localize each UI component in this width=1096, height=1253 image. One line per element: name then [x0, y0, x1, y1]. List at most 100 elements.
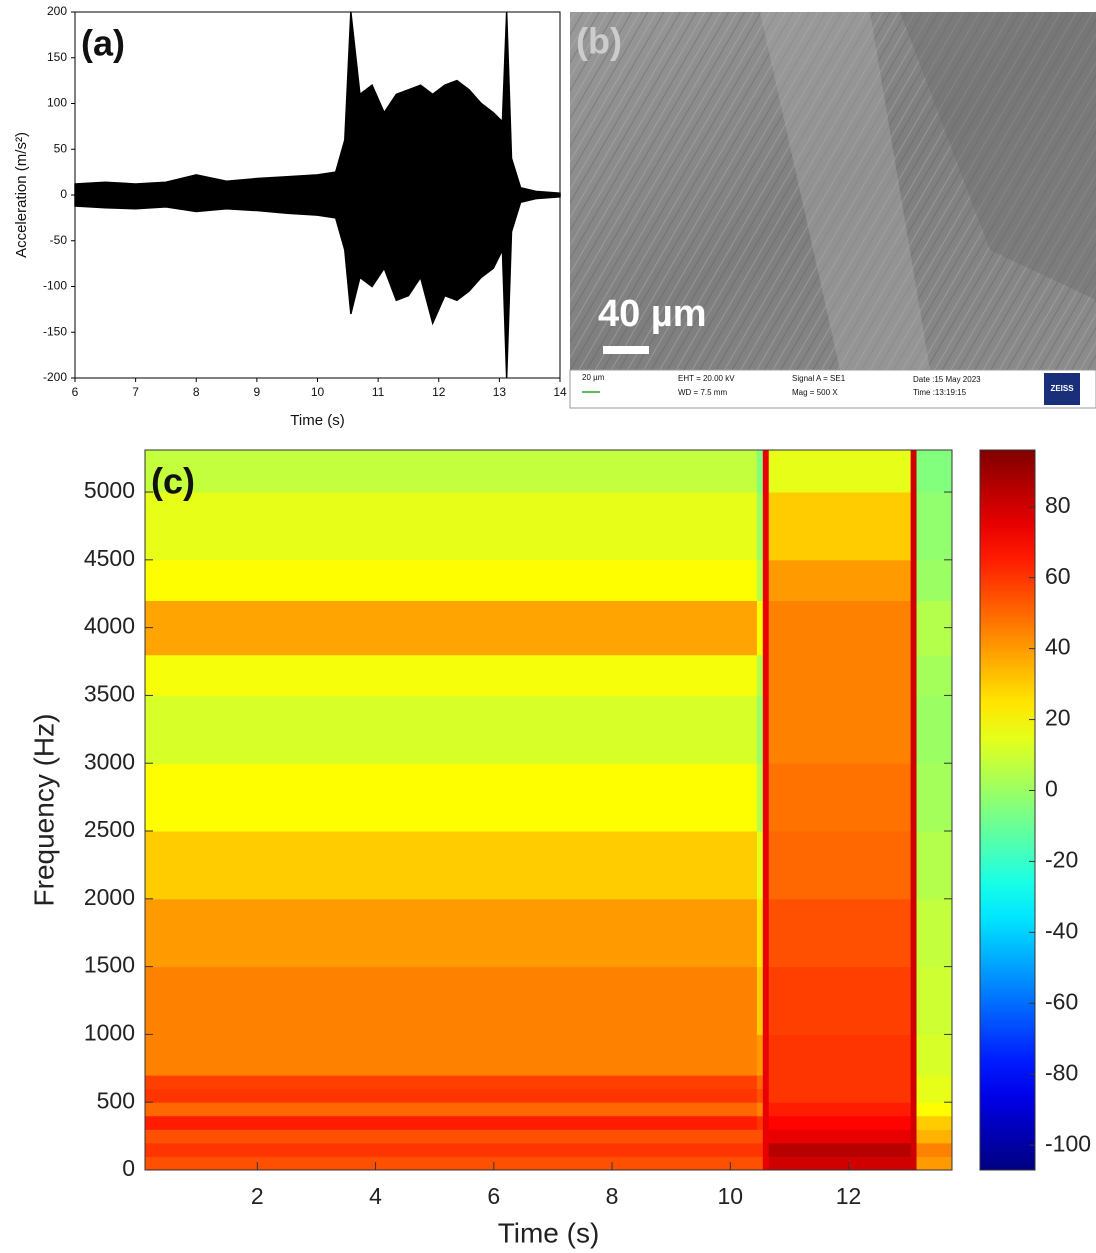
x-tick-label: 6: [72, 385, 79, 399]
x-tick-label: 13: [493, 385, 507, 399]
info-text: Date :15 May 2023: [913, 375, 981, 384]
panel-label: (b): [576, 21, 622, 62]
heatmap-cell: [910, 1156, 918, 1171]
heatmap-cell: [756, 1102, 764, 1117]
heatmap-cell: [768, 966, 912, 1035]
heatmap-cell: [756, 1075, 764, 1090]
y-tick-label: 2000: [84, 884, 135, 910]
heatmap-cell: [756, 492, 764, 561]
heatmap-cell: [910, 1142, 918, 1157]
heatmap-cell: [916, 695, 953, 764]
y-tick-label: 0: [122, 1155, 135, 1181]
signal-envelope: [74, 194, 561, 379]
heatmap-cell: [762, 1129, 770, 1144]
heatmap-cell: [145, 966, 758, 1035]
heatmap-cell: [910, 1115, 918, 1130]
heatmap-cell: [145, 1075, 758, 1090]
heatmap-cell: [910, 898, 918, 968]
heatmap-cell: [756, 1088, 764, 1103]
heatmap-cell: [762, 1156, 770, 1171]
info-text: Signal A = SE1: [792, 374, 846, 383]
x-tick-label: 10: [311, 385, 325, 399]
heatmap-cell: [756, 695, 764, 764]
heatmap-cell: [762, 654, 770, 696]
heatmap-cell: [145, 600, 758, 656]
heatmap-cell: [910, 492, 918, 561]
heatmap-cell: [762, 1034, 770, 1076]
colorbar-tick-label: 40: [1045, 634, 1071, 660]
heatmap-cell: [910, 1075, 918, 1090]
signal-envelope: [74, 11, 561, 196]
heatmap-cell: [910, 1088, 918, 1103]
x-axis-label: Time (s): [498, 1217, 600, 1248]
heatmap-cell: [762, 1075, 770, 1090]
heatmap-cell: [756, 654, 764, 696]
heatmap-cell: [768, 1034, 912, 1076]
heatmap-cell: [145, 559, 758, 602]
heatmap-cell: [916, 898, 953, 968]
heatmap-cell: [768, 1156, 912, 1171]
heatmap-cell: [756, 966, 764, 1035]
heatmap-cell: [762, 695, 770, 764]
colorbar-tick-label: 20: [1045, 705, 1071, 731]
heatmap-cell: [768, 763, 912, 832]
x-tick-label: 14: [553, 385, 567, 399]
y-tick-label: 100: [47, 96, 67, 110]
heatmap-cell: [916, 1115, 953, 1130]
logo: [1044, 373, 1080, 405]
heatmap-cell: [768, 831, 912, 900]
x-tick-label: 12: [432, 385, 446, 399]
heatmap-cell: [910, 1102, 918, 1117]
heatmap-cell: [762, 1142, 770, 1157]
colorbar-tick-label: -80: [1045, 1059, 1078, 1085]
heatmap-cell: [916, 1156, 953, 1171]
heatmap-cell: [145, 492, 758, 561]
heatmap-cell: [756, 898, 764, 968]
y-tick-label: -150: [43, 324, 67, 338]
heatmap-cell: [145, 1088, 758, 1103]
heatmap-cell: [145, 898, 758, 968]
y-axis-label: Acceleration (m/s²): [13, 132, 30, 258]
heatmap-cell: [916, 831, 953, 900]
y-tick-label: 150: [47, 50, 67, 64]
y-tick-label: 1500: [84, 952, 135, 978]
heatmap-cell: [756, 1129, 764, 1144]
heatmap-cell: [916, 492, 953, 561]
heatmap-cell: [768, 1088, 912, 1103]
heatmap-cell: [910, 763, 918, 832]
heatmap-cell: [762, 450, 770, 493]
info-bar: [569, 369, 1096, 409]
colorbar-tick-label: -100: [1045, 1130, 1091, 1156]
colorbar-tick-label: 80: [1045, 492, 1071, 518]
heatmap-cell: [768, 559, 912, 602]
sem-texture: [570, 12, 1096, 370]
heatmap-cell: [768, 654, 912, 696]
heatmap-cell: [756, 600, 764, 656]
heatmap-cell: [762, 492, 770, 561]
x-tick-label: 7: [132, 385, 139, 399]
colorbar-tick-label: -40: [1045, 917, 1078, 943]
heatmap-cell: [768, 1129, 912, 1144]
x-tick-label: 9: [254, 385, 261, 399]
x-tick-label: 11: [372, 385, 385, 399]
y-tick-label: 5000: [84, 477, 135, 503]
panel-a: (a) 6 7 8 9 10 11 12 13 14 -200 -150 -100 -50 0 50 100 15…: [13, 4, 567, 429]
heatmap-cell: [756, 1142, 764, 1157]
heatmap-cell: [768, 450, 912, 493]
heatmap-cell: [916, 450, 953, 493]
heatmap-cell: [916, 1129, 953, 1144]
heatmap-cell: [916, 1088, 953, 1103]
heatmap-cell: [145, 1034, 758, 1076]
colorbar-tick-label: 0: [1045, 776, 1058, 802]
heatmap-cell: [768, 695, 912, 764]
colorbar-tick-label: 60: [1045, 563, 1071, 589]
x-tick-label: 8: [606, 1183, 619, 1209]
heatmap-cell: [916, 763, 953, 832]
panel-c: (c) 2 4 6 8 10 12 0 500 1000 1500 2000 2500 3000 3500 4…: [28, 449, 1091, 1248]
heatmap-cell: [916, 1142, 953, 1157]
heatmap-cell: [768, 1142, 912, 1157]
y-tick-label: 0: [60, 187, 67, 201]
x-tick-label: 12: [836, 1183, 862, 1209]
heatmap-cell: [756, 450, 764, 493]
panel-b: (b) 40 µm 20 µm EHT = 20.00 kV WD = 7.5 …: [569, 12, 1096, 409]
